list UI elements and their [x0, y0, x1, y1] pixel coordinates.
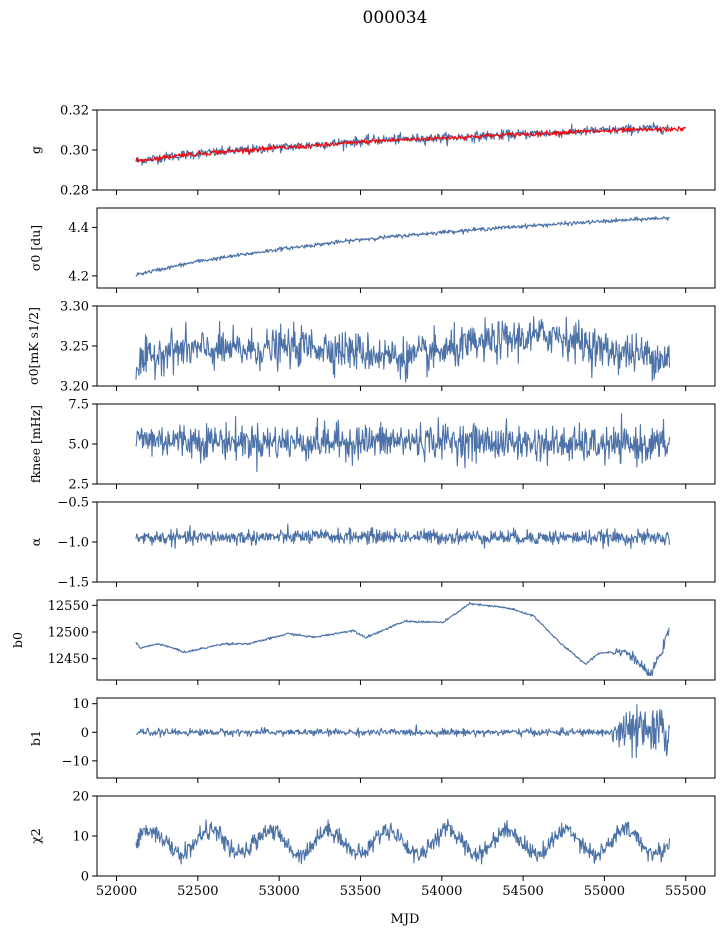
g-ytick-label: 0.32: [60, 104, 89, 119]
alpha-ylabel: α: [28, 537, 43, 546]
chi2-ytick-label: 10: [72, 830, 89, 845]
chi2-axes-frame: [96, 795, 716, 877]
panel-sigma0: 4.2 4.4 σ0 [du]: [28, 207, 716, 293]
sigma0_t-ytick-label: 3.30: [60, 300, 89, 315]
g-data-line: [135, 122, 670, 166]
panel-b1: −10 0 10 b1: [28, 697, 716, 783]
sigma0-ytick-label: 4.2: [68, 269, 89, 284]
b1-ytick-label: 0: [81, 726, 89, 741]
sigma0-ytick-label: 4.4: [68, 221, 89, 236]
b1-ylabel: b1: [28, 730, 43, 746]
g-fit-line: [135, 125, 687, 163]
b0-ytick-label: 12450: [48, 652, 89, 667]
b0-ylabel: b0: [10, 632, 25, 648]
sigma0_t-data-line: [135, 316, 671, 383]
fknee-data-line: [135, 413, 671, 473]
b0-ytick-label: 12550: [48, 599, 89, 614]
b0-axes-frame: [96, 599, 716, 681]
g-ytick-label: 0.28: [60, 184, 89, 199]
sigma0-ylabel: σ0 [du]: [28, 225, 43, 271]
b0-data-line: [135, 601, 670, 677]
xtick-label: 52500: [177, 884, 218, 899]
b1-axes-frame: [96, 697, 716, 779]
sigma0-axes-frame: [96, 207, 716, 289]
b1-ytick-label: −10: [62, 754, 89, 769]
xtick-label: 55500: [665, 884, 706, 899]
xtick-label: 54500: [502, 884, 543, 899]
g-axes-frame: [96, 109, 716, 191]
fknee-ytick-label: 5.0: [68, 438, 89, 453]
alpha-data-line: [135, 523, 671, 550]
g-ytick-label: 0.30: [60, 144, 89, 159]
figure-title: 000034: [363, 8, 428, 28]
b1-ytick-label: 10: [72, 697, 89, 712]
sigma0_t-ytick-label: 3.20: [60, 380, 89, 395]
g-ylabel: g: [28, 146, 43, 154]
alpha-ytick-label: −1.0: [57, 536, 89, 551]
chi2-ylabel: χ2: [28, 828, 43, 844]
fknee-ytick-label: 2.5: [68, 478, 89, 493]
chi2-data-line: [135, 818, 671, 865]
panels: 0.28 0.30 0.32 g 4.2 4.4 σ0 [du] 3.20 3.25 3.30 σ0…: [10, 104, 716, 899]
xtick-label: 53000: [258, 884, 299, 899]
xtick-label: 55000: [584, 884, 625, 899]
sigma0_t-ylabel: σ0[mK s1/2]: [26, 307, 41, 385]
xtick-label: 54000: [421, 884, 462, 899]
panel-g: 0.28 0.30 0.32 g: [28, 104, 716, 199]
x-axis-label: MJD: [391, 912, 420, 927]
panel-alpha: −1.5 −1.0 −0.5 α: [28, 496, 716, 591]
alpha-ytick-label: −0.5: [57, 496, 89, 511]
xtick-label: 53500: [340, 884, 381, 899]
b0-ytick-label: 12500: [48, 626, 89, 641]
chi2-ytick-label: 0: [81, 870, 89, 885]
alpha-axes-frame: [96, 501, 716, 583]
b1-data-line: [135, 704, 671, 759]
xtick-label: 52000: [96, 884, 137, 899]
chi2-ytick-label: 20: [72, 790, 89, 805]
sigma0_t-ytick-label: 3.25: [60, 340, 89, 355]
panel-sigma0_t: 3.20 3.25 3.30 σ0[mK s1/2]: [26, 300, 716, 395]
fknee-ytick-label: 7.5: [68, 398, 89, 413]
panel-chi2: 0 10 20 52000 52500 53000 53500 54000 54500 55000…: [28, 790, 716, 899]
fknee-ylabel: fknee [mHz]: [28, 405, 43, 483]
sigma0-data-line: [135, 216, 670, 277]
alpha-ytick-label: −1.5: [57, 576, 89, 591]
panel-fknee: 2.5 5.0 7.5 fknee [mHz]: [28, 398, 716, 493]
panel-b0: 12450 12500 12550 b0: [10, 599, 716, 685]
